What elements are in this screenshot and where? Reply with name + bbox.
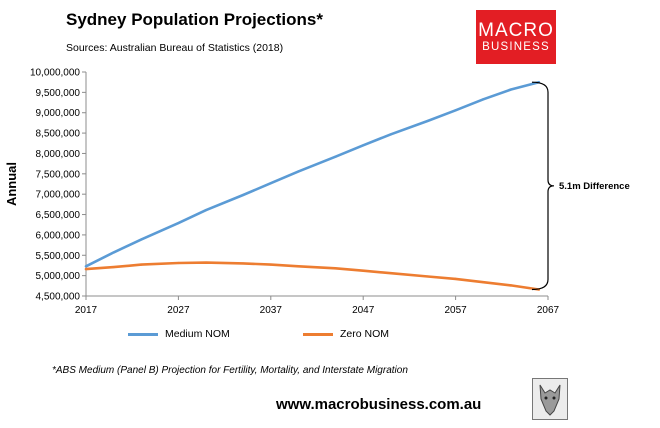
x-axis-ticks: 2017 2027 2037 2047 2057 2067	[75, 296, 560, 316]
chart-title: Sydney Population Projections*	[66, 10, 323, 29]
data-point	[362, 144, 365, 147]
data-point	[454, 109, 457, 112]
x-tick-label: 2047	[352, 305, 375, 316]
y-tick-label: 9,500,000	[36, 88, 81, 99]
x-tick-label: 2057	[444, 305, 467, 316]
difference-bracket	[531, 81, 555, 291]
data-point	[426, 275, 429, 278]
logo-line-1: MACRO	[478, 19, 554, 41]
y-axis-ticks: 10,000,000 9,500,000 9,000,000 8,500,000 8,0…	[30, 68, 86, 303]
footnote: *ABS Medium (Panel B) Projection for Fer…	[52, 365, 408, 376]
logo-line-2: BUSINESS	[482, 40, 550, 53]
website-url: www.macrobusiness.com.au	[276, 396, 482, 413]
y-tick-label: 8,000,000	[36, 149, 81, 160]
data-point	[205, 261, 208, 264]
data-point	[112, 265, 115, 269]
y-tick-label: 6,000,000	[36, 230, 81, 241]
difference-annotation: 5.1m Difference	[559, 181, 630, 192]
legend-item-zero-nom: Zero NOM	[303, 328, 389, 340]
x-tick-label: 2067	[537, 305, 560, 316]
x-tick-label: 2037	[260, 305, 283, 316]
data-point	[140, 263, 143, 266]
legend-item-medium-nom: Medium NOM	[128, 328, 230, 340]
data-point	[112, 251, 115, 254]
data-point	[140, 238, 143, 241]
data-point	[177, 221, 180, 225]
y-tick-label: 5,000,000	[36, 271, 81, 282]
legend-swatch-zero	[303, 332, 333, 336]
y-tick-label: 8,500,000	[36, 129, 81, 140]
data-point	[205, 208, 208, 212]
data-point	[454, 277, 457, 280]
data-point	[509, 88, 513, 91]
legend-swatch-medium	[128, 332, 158, 336]
series-line-medium-nom	[84, 80, 541, 268]
chart-source: Sources: Australian Bureau of Statistics…	[66, 42, 284, 54]
y-axis-label: Annual	[4, 162, 19, 206]
y-tick-label: 4,500,000	[36, 292, 81, 303]
legend-label-zero: Zero NOM	[340, 328, 390, 340]
data-point	[297, 170, 300, 173]
macrobusiness-logo: MACRO BUSINESS	[476, 10, 556, 64]
x-tick-label: 2017	[75, 305, 98, 316]
data-point	[241, 262, 245, 265]
data-point	[482, 281, 485, 284]
y-tick-label: 6,500,000	[36, 210, 81, 221]
data-point	[297, 265, 300, 268]
data-point	[509, 284, 513, 287]
y-tick-label: 10,000,000	[30, 68, 80, 79]
wolf-icon	[539, 384, 561, 416]
y-tick-label: 7,000,000	[36, 190, 81, 201]
x-tick-label: 2027	[167, 305, 190, 316]
legend-label-medium: Medium NOM	[165, 328, 230, 340]
data-point	[334, 155, 337, 158]
data-point	[482, 98, 485, 101]
data-point	[362, 269, 365, 272]
data-point	[177, 261, 180, 265]
y-tick-label: 5,500,000	[36, 251, 81, 262]
data-point	[84, 265, 88, 268]
data-point	[389, 133, 393, 136]
series-line-zero-nom	[84, 261, 541, 291]
y-tick-label: 7,500,000	[36, 169, 81, 180]
data-point	[241, 193, 245, 197]
series-layer	[84, 80, 541, 291]
data-point	[389, 272, 393, 275]
data-point	[269, 263, 272, 266]
data-point	[84, 268, 88, 271]
wolf-logo	[532, 378, 568, 420]
y-tick-label: 9,000,000	[36, 108, 81, 119]
data-point	[269, 182, 272, 185]
data-point	[426, 119, 429, 122]
data-point	[334, 267, 337, 270]
